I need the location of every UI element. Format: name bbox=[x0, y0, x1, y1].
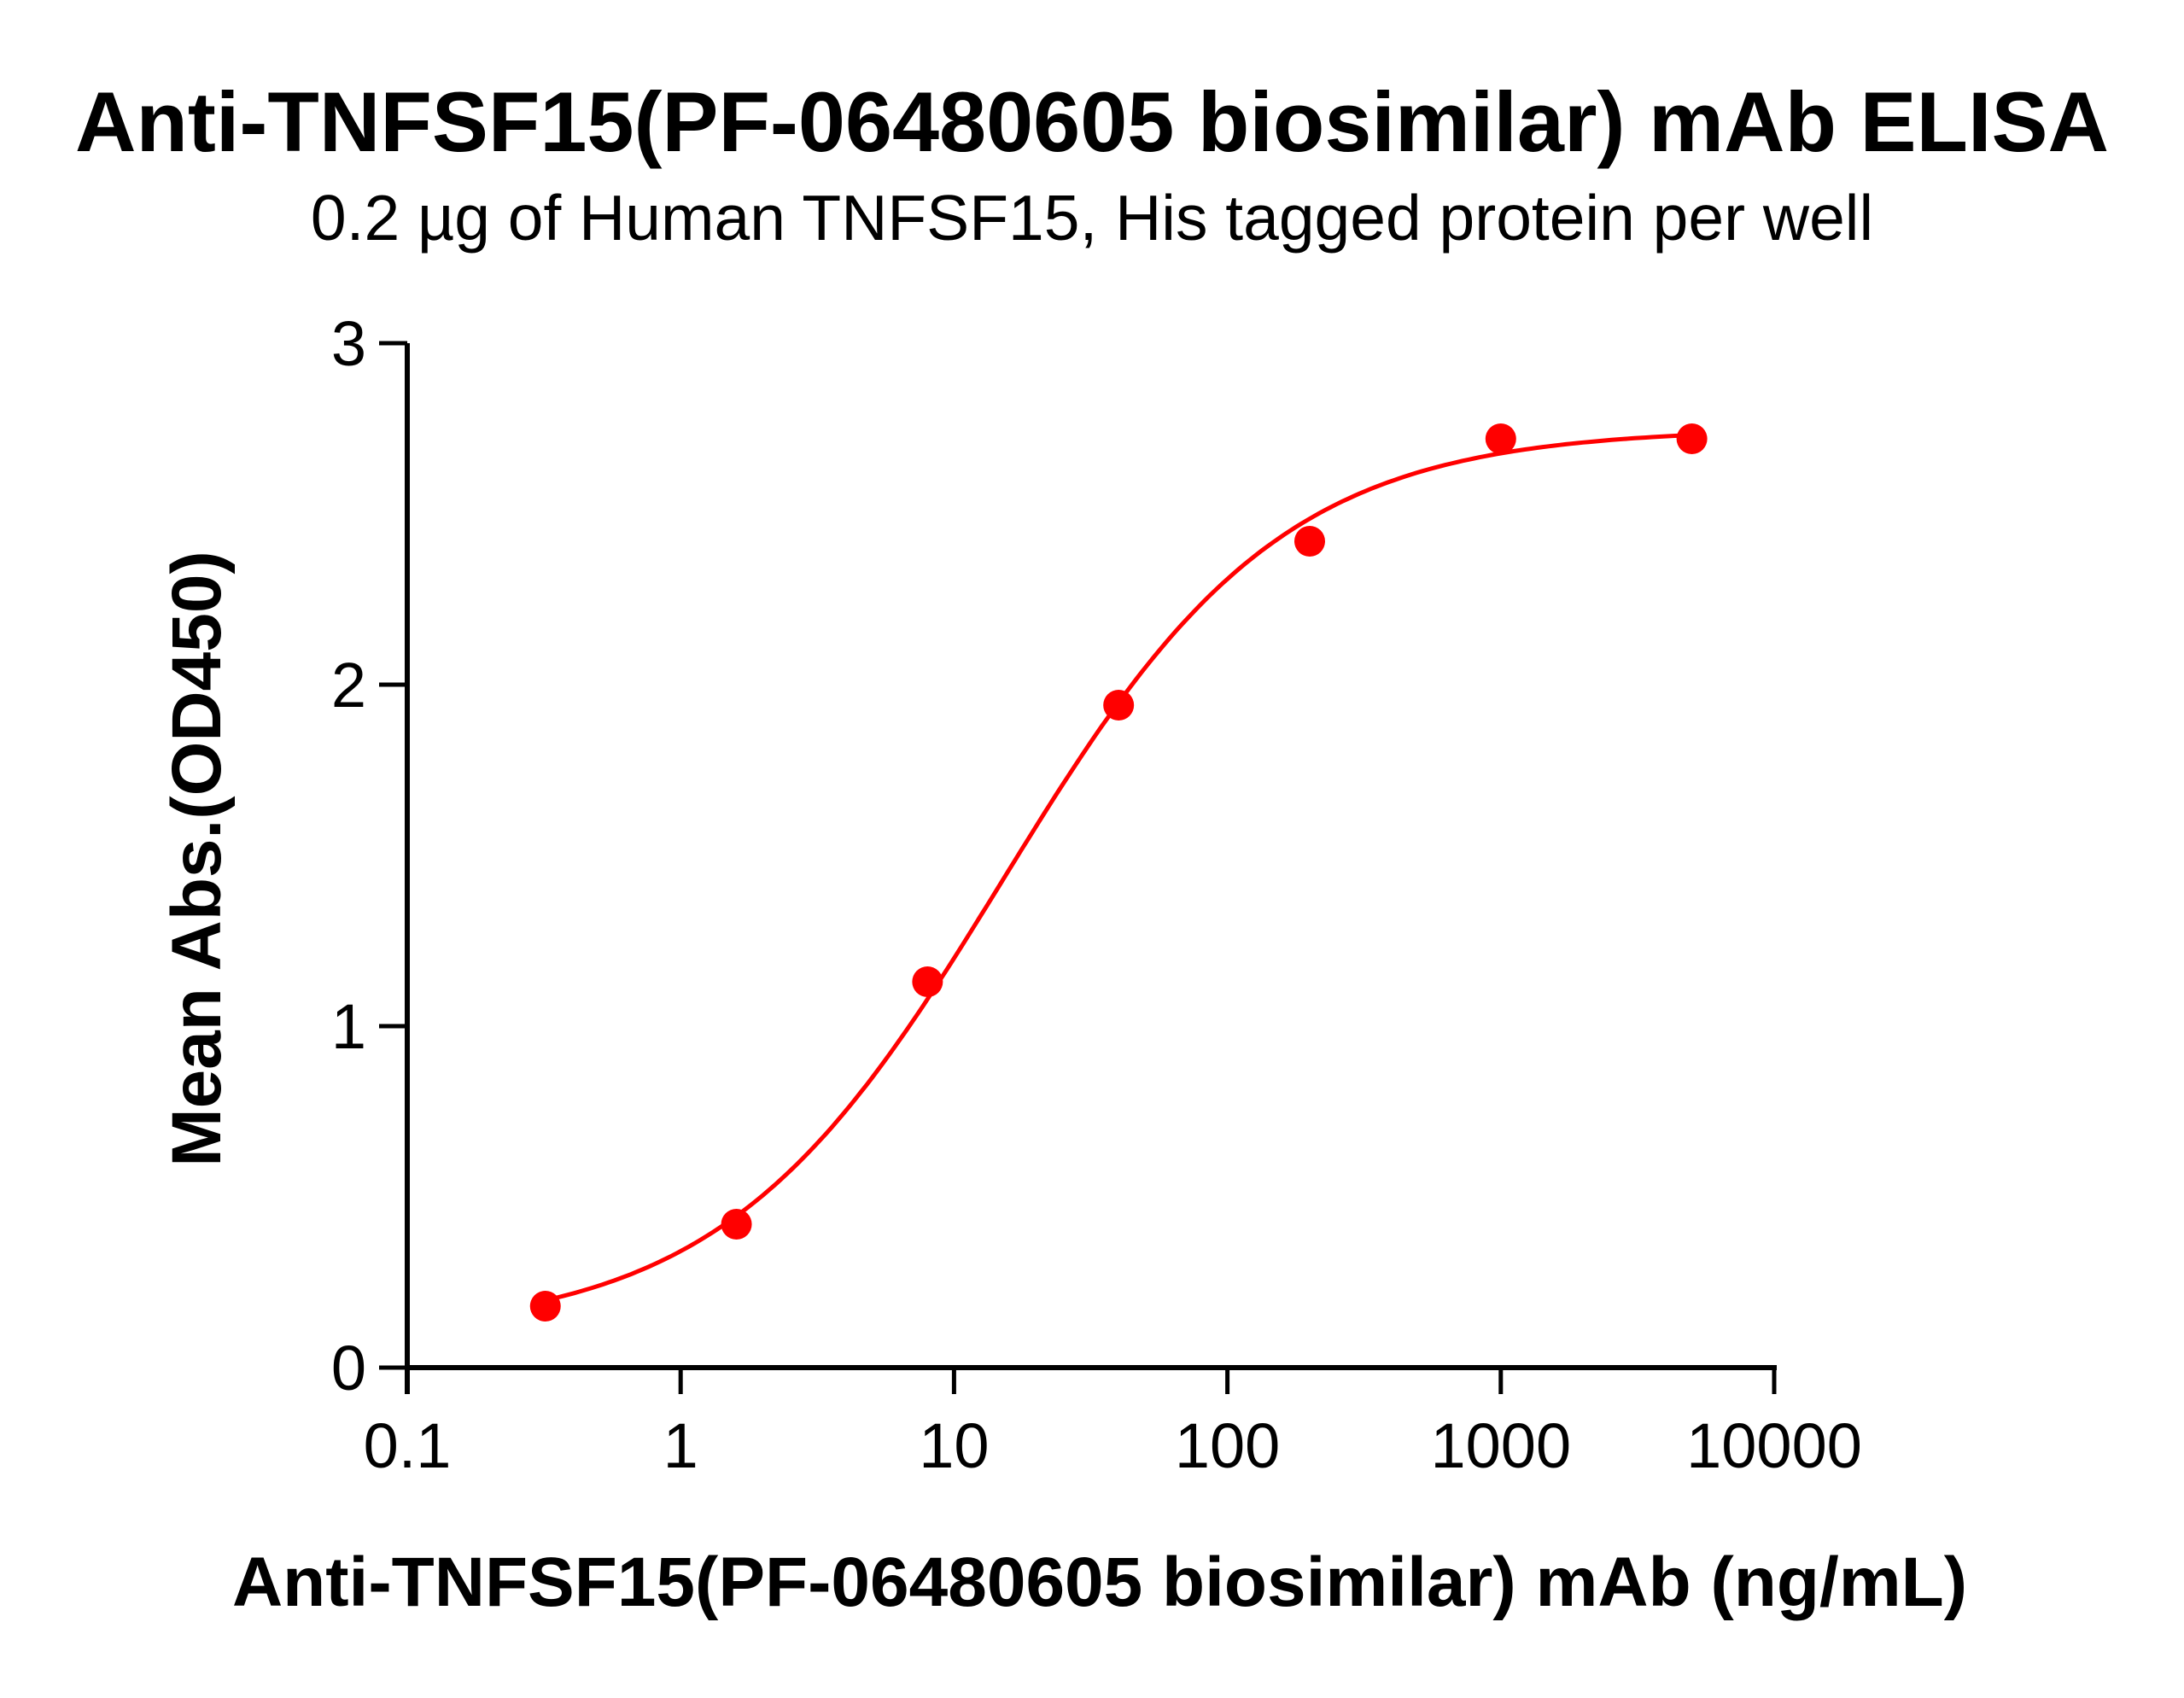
y-tick-label: 1 bbox=[331, 991, 366, 1062]
data-point bbox=[1485, 423, 1516, 454]
data-point bbox=[721, 1209, 752, 1240]
chart-title: Anti-TNFSF15(PF-06480605 biosimilar) mAb… bbox=[74, 74, 2110, 169]
x-tick-label: 0.1 bbox=[364, 1410, 452, 1481]
data-points bbox=[529, 423, 1708, 1322]
x-tick-label: 100 bbox=[1175, 1410, 1280, 1481]
y-tick-label: 2 bbox=[331, 650, 366, 721]
x-tick-label: 10000 bbox=[1686, 1410, 1862, 1481]
y-tick-label: 3 bbox=[331, 308, 366, 379]
x-tick-label: 10 bbox=[919, 1410, 989, 1481]
axes: 0 1 2 3 0.1 1 10 100 1000 10000 bbox=[331, 308, 1862, 1481]
x-tick-label: 1000 bbox=[1430, 1410, 1571, 1481]
x-axis-title: Anti-TNFSF15(PF-06480605 biosimilar) mAb… bbox=[231, 1543, 1968, 1621]
data-point bbox=[912, 966, 943, 997]
data-point bbox=[1103, 690, 1135, 721]
x-tick-label: 1 bbox=[663, 1410, 698, 1481]
data-point bbox=[1293, 526, 1325, 557]
fit-curve bbox=[545, 433, 1692, 1303]
data-point bbox=[1676, 423, 1708, 454]
y-tick-label: 0 bbox=[331, 1333, 366, 1403]
y-axis-title: Mean Abs.(OD450) bbox=[158, 551, 236, 1167]
data-point bbox=[529, 1291, 561, 1322]
chart-subtitle: 0.2 µg of Human TNFSF15, His tagged prot… bbox=[310, 182, 1874, 254]
